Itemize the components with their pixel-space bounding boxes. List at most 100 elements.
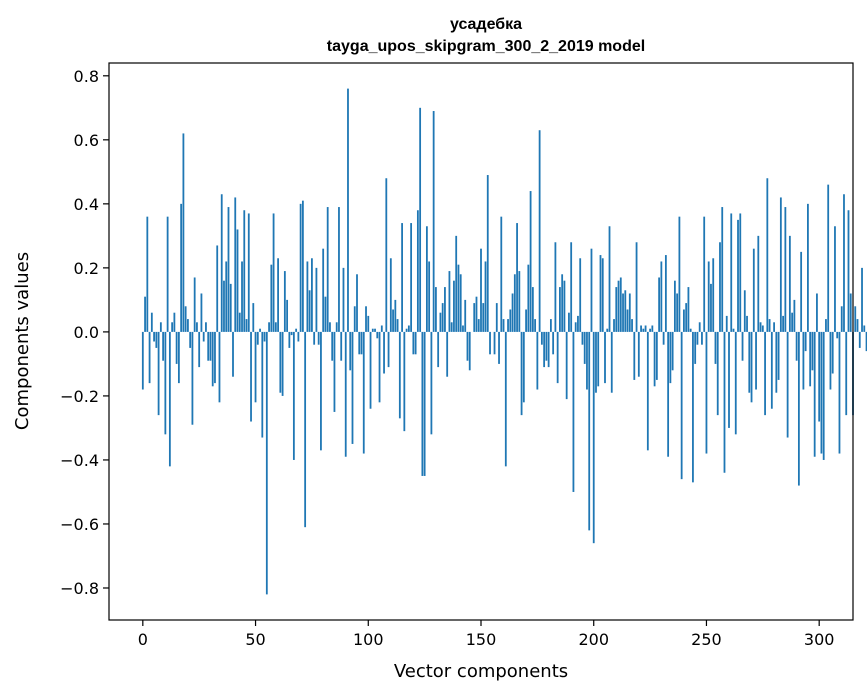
y-tick-label: −0.4: [60, 451, 99, 470]
bar-225: [649, 328, 651, 332]
bar-154: [489, 331, 491, 355]
bar-195: [581, 331, 584, 345]
bar-133: [441, 303, 444, 332]
bar-275: [761, 325, 764, 332]
bar-228: [655, 331, 658, 380]
bar-259: [725, 315, 728, 332]
bar-314: [849, 293, 852, 332]
bar-182: [552, 331, 555, 355]
bar-23: [193, 277, 196, 332]
bar-297: [811, 331, 814, 371]
bar-305: [829, 331, 832, 390]
bar-193: [577, 315, 579, 332]
bar-81: [324, 296, 327, 332]
bar-236: [673, 280, 676, 332]
bar-280: [773, 322, 775, 332]
bar-67: [292, 331, 295, 460]
bar-227: [653, 331, 656, 387]
bar-249: [703, 216, 706, 332]
bar-283: [779, 197, 782, 332]
bar-309: [838, 331, 841, 454]
bar-270: [750, 331, 753, 403]
bar-104: [376, 331, 379, 339]
bar-43: [238, 312, 241, 332]
bar-173: [531, 287, 534, 332]
bar-187: [563, 280, 566, 332]
bar-83: [329, 322, 331, 332]
bar-252: [710, 283, 712, 332]
bar-198: [588, 331, 591, 531]
bar-253: [712, 258, 715, 332]
bar-257: [721, 207, 724, 332]
bar-239: [680, 331, 683, 480]
bar-271: [752, 248, 755, 332]
bar-7: [157, 331, 160, 416]
bar-144: [466, 331, 469, 361]
bar-254: [714, 331, 717, 364]
bar-131: [437, 331, 440, 368]
bar-96: [358, 331, 361, 355]
bar-219: [635, 242, 638, 332]
bar-199: [590, 248, 593, 332]
bar-258: [723, 331, 726, 473]
bar-143: [464, 299, 467, 332]
bar-217: [631, 319, 633, 332]
bar-14: [173, 312, 176, 332]
bar-191: [572, 331, 575, 492]
bar-80: [322, 248, 325, 332]
bar-226: [651, 325, 654, 332]
bar-20: [187, 319, 189, 332]
bar-142: [462, 325, 464, 332]
bar-60: [277, 258, 279, 332]
bar-18: [182, 133, 185, 332]
bar-318: [858, 331, 861, 348]
bar-124: [421, 331, 424, 476]
bar-122: [416, 210, 419, 332]
bar-186: [561, 274, 564, 332]
bar-278: [768, 319, 771, 332]
bar-185: [559, 287, 561, 332]
bar-276: [764, 331, 766, 416]
bar-192: [574, 322, 577, 332]
bar-4: [150, 312, 153, 332]
bar-113: [396, 319, 399, 332]
bar-0: [141, 331, 144, 390]
bar-183: [554, 242, 557, 332]
bar-248: [701, 331, 703, 345]
bar-274: [759, 322, 762, 332]
bar-174: [534, 319, 537, 332]
bar-162: [507, 319, 509, 332]
bar-53: [261, 331, 264, 438]
bar-134: [444, 287, 446, 332]
bar-97: [360, 331, 363, 355]
bar-40: [232, 331, 234, 377]
bar-16: [177, 331, 180, 384]
bar-319: [861, 267, 863, 332]
bar-157: [495, 303, 498, 332]
bar-210: [615, 287, 618, 332]
bar-51: [256, 331, 259, 345]
chart-subtitle: tayga_upos_skipgram_300_2_2019 model: [327, 38, 645, 55]
bar-71: [301, 200, 304, 332]
chart-title: усадебка: [450, 16, 522, 33]
bar-158: [498, 331, 500, 364]
bar-50: [254, 331, 257, 403]
bar-33: [216, 245, 219, 332]
bar-189: [568, 312, 570, 332]
bar-117: [405, 328, 408, 332]
bar-56: [268, 322, 270, 332]
bar-90: [344, 331, 347, 457]
bar-49: [252, 303, 255, 332]
bar-64: [286, 299, 289, 332]
bar-102: [371, 328, 374, 332]
bar-145: [468, 331, 471, 371]
bar-3: [148, 331, 151, 384]
bar-58: [272, 213, 275, 332]
bar-203: [599, 255, 602, 332]
bar-237: [676, 293, 679, 332]
bar-160: [502, 319, 505, 332]
y-axis-ticks: −0.8 −0.6 −0.4 −0.2 0.0 0.2 0.4 0.6 0.8: [60, 67, 109, 598]
y-axis-label: Components values: [12, 252, 33, 430]
bar-84: [331, 331, 334, 361]
